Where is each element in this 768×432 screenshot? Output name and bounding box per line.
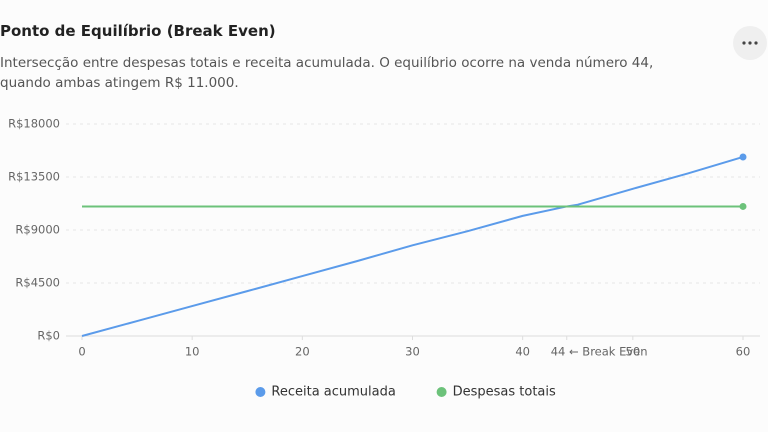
legend-swatch	[255, 387, 266, 397]
x-tick-label: 50	[626, 345, 641, 359]
x-tick-label: 44 ← Break Even	[551, 345, 648, 359]
legend-swatch	[436, 387, 447, 397]
y-tick-label: R$0	[37, 329, 60, 343]
legend: Receita acumulada Despesas totais	[255, 385, 556, 400]
x-tick-label: 40	[515, 345, 530, 359]
dot-icon	[748, 41, 752, 45]
y-tick-label: R$18000	[8, 117, 60, 131]
y-tick-label: R$4500	[15, 276, 60, 290]
y-tick-label: R$9000	[15, 223, 60, 237]
chart-title: Ponto de Equilíbrio (Break Even)	[0, 22, 276, 40]
y-tick-label: R$13500	[8, 170, 60, 184]
dot-icon	[754, 41, 758, 45]
x-tick-label: 60	[736, 345, 751, 359]
legend-label: Receita acumulada	[271, 385, 395, 400]
x-tick-label: 20	[295, 345, 310, 359]
x-tick-label: 30	[405, 345, 420, 359]
end-point	[739, 202, 747, 210]
dot-icon	[742, 41, 746, 45]
x-tick-label: 10	[185, 345, 200, 359]
end-point	[739, 153, 747, 161]
chart-subtitle: Intersecção entre despesas totais e rece…	[0, 55, 654, 91]
more-button[interactable]	[733, 26, 767, 60]
series-line	[81, 156, 744, 337]
x-tick-label: 0	[78, 345, 85, 359]
legend-label: Despesas totais	[453, 385, 556, 400]
